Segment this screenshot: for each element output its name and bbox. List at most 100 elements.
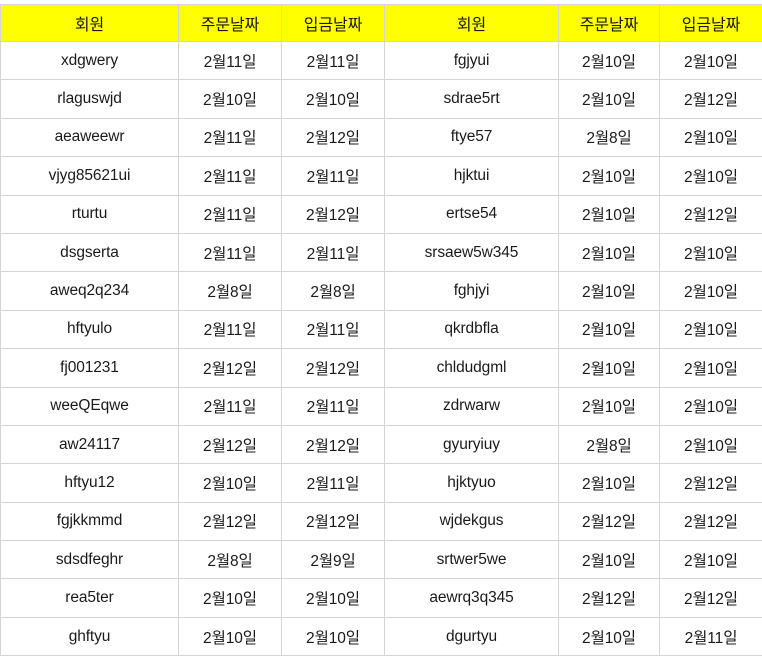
cell-order-date-left[interactable]: 2월10일 <box>178 79 282 119</box>
cell-member-right[interactable]: ftye57 <box>384 117 559 158</box>
cell-order-date-left[interactable]: 2월10일 <box>178 616 282 657</box>
cell-member-left[interactable]: rea5ter <box>0 578 179 618</box>
cell-payment-date-right[interactable]: 2월10일 <box>659 309 762 350</box>
cell-payment-date-left[interactable]: 2월12일 <box>281 117 385 158</box>
cell-payment-date-left[interactable]: 2월12일 <box>281 501 385 542</box>
cell-payment-date-right[interactable]: 2월10일 <box>659 348 762 388</box>
cell-order-date-left[interactable]: 2월12일 <box>178 424 282 465</box>
cell-member-left[interactable]: rlaguswjd <box>0 79 179 119</box>
cell-payment-date-right[interactable]: 2월10일 <box>659 156 762 196</box>
cell-payment-date-left[interactable]: 2월12일 <box>281 424 385 465</box>
cell-order-date-left[interactable]: 2월11일 <box>178 156 282 196</box>
cell-payment-date-right[interactable]: 2월10일 <box>659 232 762 273</box>
cell-member-right[interactable]: gyuryiuy <box>384 424 559 465</box>
cell-member-left[interactable]: ghftyu <box>0 616 179 657</box>
cell-order-date-left[interactable]: 2월11일 <box>178 40 282 81</box>
cell-payment-date-right[interactable]: 2월10일 <box>659 386 762 426</box>
cell-order-date-right[interactable]: 2월8일 <box>558 424 660 465</box>
cell-member-left[interactable]: weeQEqwe <box>0 386 179 426</box>
cell-member-right[interactable]: zdrwarw <box>384 386 559 426</box>
cell-order-date-right[interactable]: 2월10일 <box>558 386 660 426</box>
cell-payment-date-right[interactable]: 2월11일 <box>659 616 762 657</box>
cell-order-date-left[interactable]: 2월12일 <box>178 348 282 388</box>
column-header-order-date-left[interactable]: 주문날짜 <box>178 4 282 42</box>
cell-payment-date-left[interactable]: 2월8일 <box>281 271 385 311</box>
cell-order-date-left[interactable]: 2월10일 <box>178 463 282 503</box>
cell-payment-date-left[interactable]: 2월11일 <box>281 309 385 350</box>
cell-member-left[interactable]: fgjkkmmd <box>0 501 179 542</box>
cell-payment-date-right[interactable]: 2월12일 <box>659 463 762 503</box>
cell-member-left[interactable]: vjyg85621ui <box>0 156 179 196</box>
cell-payment-date-left[interactable]: 2월11일 <box>281 156 385 196</box>
cell-member-right[interactable]: chldudgml <box>384 348 559 388</box>
cell-order-date-right[interactable]: 2월10일 <box>558 194 660 234</box>
cell-order-date-right[interactable]: 2월10일 <box>558 616 660 657</box>
cell-order-date-left[interactable]: 2월11일 <box>178 194 282 234</box>
cell-order-date-right[interactable]: 2월10일 <box>558 232 660 273</box>
cell-order-date-right[interactable]: 2월8일 <box>558 117 660 158</box>
cell-order-date-left[interactable]: 2월11일 <box>178 386 282 426</box>
cell-member-left[interactable]: fj001231 <box>0 348 179 388</box>
cell-payment-date-left[interactable]: 2월10일 <box>281 578 385 618</box>
cell-member-right[interactable]: fghjyi <box>384 271 559 311</box>
cell-payment-date-right[interactable]: 2월12일 <box>659 578 762 618</box>
cell-order-date-right[interactable]: 2월12일 <box>558 501 660 542</box>
cell-member-right[interactable]: aewrq3q345 <box>384 578 559 618</box>
cell-order-date-left[interactable]: 2월12일 <box>178 501 282 542</box>
cell-payment-date-right[interactable]: 2월10일 <box>659 540 762 580</box>
cell-payment-date-right[interactable]: 2월12일 <box>659 79 762 119</box>
cell-member-left[interactable]: rturtu <box>0 194 179 234</box>
cell-member-right[interactable]: sdrae5rt <box>384 79 559 119</box>
cell-order-date-right[interactable]: 2월12일 <box>558 578 660 618</box>
cell-order-date-right[interactable]: 2월10일 <box>558 156 660 196</box>
cell-payment-date-left[interactable]: 2월10일 <box>281 79 385 119</box>
cell-payment-date-right[interactable]: 2월10일 <box>659 271 762 311</box>
cell-member-right[interactable]: dgurtyu <box>384 616 559 657</box>
cell-order-date-right[interactable]: 2월10일 <box>558 271 660 311</box>
column-header-payment-date-right[interactable]: 입금날짜 <box>659 4 762 42</box>
cell-order-date-right[interactable]: 2월10일 <box>558 79 660 119</box>
cell-member-right[interactable]: fgjyui <box>384 40 559 81</box>
cell-member-left[interactable]: aw24117 <box>0 424 179 465</box>
cell-payment-date-right[interactable]: 2월10일 <box>659 40 762 81</box>
cell-payment-date-right[interactable]: 2월12일 <box>659 194 762 234</box>
cell-order-date-left[interactable]: 2월11일 <box>178 232 282 273</box>
cell-member-left[interactable]: aweq2q234 <box>0 271 179 311</box>
cell-member-left[interactable]: hftyulo <box>0 309 179 350</box>
cell-payment-date-right[interactable]: 2월10일 <box>659 117 762 158</box>
cell-payment-date-left[interactable]: 2월12일 <box>281 348 385 388</box>
cell-member-right[interactable]: wjdekgus <box>384 501 559 542</box>
cell-order-date-right[interactable]: 2월10일 <box>558 309 660 350</box>
column-header-payment-date-left[interactable]: 입금날짜 <box>281 4 385 42</box>
cell-member-left[interactable]: xdgwery <box>0 40 179 81</box>
cell-order-date-right[interactable]: 2월10일 <box>558 40 660 81</box>
column-header-member-right[interactable]: 회원 <box>384 4 559 42</box>
cell-payment-date-left[interactable]: 2월11일 <box>281 40 385 81</box>
column-header-order-date-right[interactable]: 주문날짜 <box>558 4 660 42</box>
cell-payment-date-left[interactable]: 2월11일 <box>281 232 385 273</box>
cell-order-date-right[interactable]: 2월10일 <box>558 540 660 580</box>
cell-payment-date-right[interactable]: 2월10일 <box>659 424 762 465</box>
cell-order-date-left[interactable]: 2월8일 <box>178 540 282 580</box>
cell-order-date-left[interactable]: 2월11일 <box>178 309 282 350</box>
cell-member-right[interactable]: hjktyuo <box>384 463 559 503</box>
cell-member-right[interactable]: srtwer5we <box>384 540 559 580</box>
cell-order-date-left[interactable]: 2월8일 <box>178 271 282 311</box>
cell-payment-date-left[interactable]: 2월9일 <box>281 540 385 580</box>
cell-member-right[interactable]: srsaew5w345 <box>384 232 559 273</box>
cell-member-right[interactable]: hjktui <box>384 156 559 196</box>
cell-member-right[interactable]: qkrdbfla <box>384 309 559 350</box>
cell-member-left[interactable]: sdsdfeghr <box>0 540 179 580</box>
cell-member-left[interactable]: dsgserta <box>0 232 179 273</box>
cell-order-date-right[interactable]: 2월10일 <box>558 463 660 503</box>
cell-member-left[interactable]: hftyu12 <box>0 463 179 503</box>
cell-payment-date-right[interactable]: 2월12일 <box>659 501 762 542</box>
cell-payment-date-left[interactable]: 2월11일 <box>281 386 385 426</box>
column-header-member-left[interactable]: 회원 <box>0 4 179 42</box>
cell-member-right[interactable]: ertse54 <box>384 194 559 234</box>
cell-order-date-right[interactable]: 2월10일 <box>558 348 660 388</box>
cell-payment-date-left[interactable]: 2월10일 <box>281 616 385 657</box>
cell-payment-date-left[interactable]: 2월11일 <box>281 463 385 503</box>
cell-order-date-left[interactable]: 2월10일 <box>178 578 282 618</box>
cell-order-date-left[interactable]: 2월11일 <box>178 117 282 158</box>
